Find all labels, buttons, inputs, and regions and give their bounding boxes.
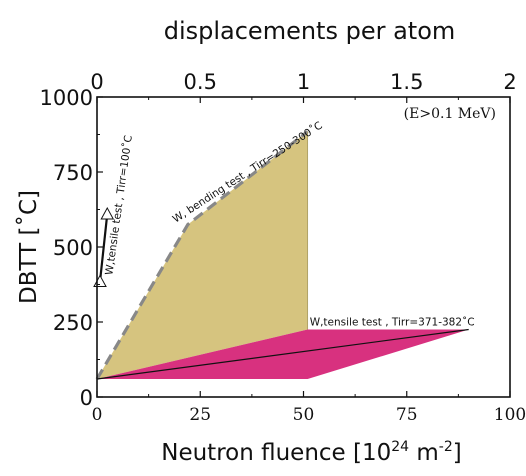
top-tick-label: 2	[503, 70, 516, 94]
x-axis-title: Neutron fluence [1024 m-2]	[161, 439, 462, 466]
bending-upper-boundary	[95, 130, 309, 380]
top-tick-label: 1	[297, 70, 310, 94]
x-tick-label: 75	[396, 405, 418, 425]
y-tick-label: 750	[53, 161, 93, 185]
y-tick-label: 250	[53, 311, 93, 335]
top-axis-title: displacements per atom	[164, 17, 456, 45]
bending-test-area	[97, 131, 308, 379]
top-tick-label: 0	[90, 70, 103, 94]
top-tick-label: 0.5	[184, 70, 217, 94]
tensile-low-temp-line	[98, 213, 109, 282]
tensile-high-temp-line	[96, 328, 469, 380]
y-tick-label: 0	[80, 386, 93, 410]
y-axis-title: DBTT [˚C]	[15, 190, 42, 304]
x-tick-label: 50	[293, 405, 315, 425]
tensile-low-temp-label: W,tensile test , Tirr=100˚C	[103, 135, 135, 276]
top-tick-label: 1.5	[390, 70, 423, 94]
x-tick-label: 0	[92, 405, 103, 425]
tensile-low-temp-marker	[100, 206, 115, 220]
y-tick-label: 1000	[40, 86, 93, 110]
x-tick-label: 100	[494, 405, 526, 425]
tensile-high-temp-label: W,tensile test , Tirr=371-382˚C	[310, 317, 475, 329]
x-tick-label: 25	[189, 405, 211, 425]
condition-note: (E>0.1 MeV)	[404, 106, 496, 122]
y-tick-label: 500	[53, 236, 93, 260]
